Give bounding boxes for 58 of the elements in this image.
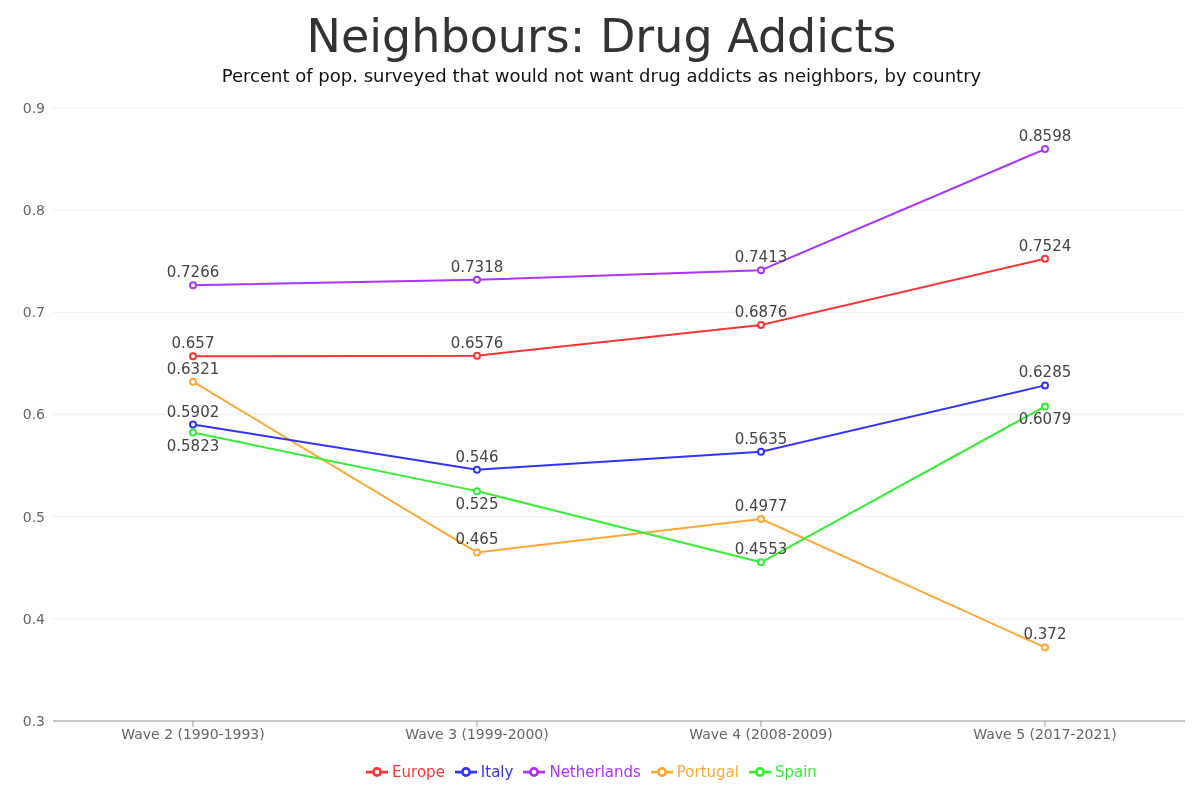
data-label: 0.546 (455, 447, 499, 466)
data-label: 0.4553 (734, 540, 788, 559)
legend-label: Portugal (676, 762, 739, 781)
data-label: 0.5902 (166, 402, 220, 421)
data-label: 0.5823 (166, 436, 220, 455)
x-tick-label: Wave 2 (1990-1993) (121, 725, 265, 742)
point (189, 352, 197, 361)
point (189, 377, 197, 386)
data-label: 0.6876 (734, 303, 788, 321)
legend-label: Netherlands (549, 762, 641, 781)
point (473, 548, 481, 557)
y-tick-label: 0.5 (22, 508, 45, 525)
point (473, 275, 481, 284)
x-tick-label: Wave 4 (2008-2009) (689, 725, 833, 742)
point (757, 266, 765, 275)
legend-label: Spain (774, 762, 817, 781)
point (189, 420, 197, 429)
point (757, 321, 765, 329)
data-label: 0.372 (1023, 625, 1067, 644)
point (473, 351, 481, 360)
y-tick-label: 0.3 (22, 712, 45, 729)
point (1041, 145, 1049, 154)
data-label: 0.465 (455, 530, 499, 549)
data-label: 0.7318 (450, 257, 504, 276)
point (473, 465, 481, 474)
data-label: 0.6321 (166, 359, 220, 378)
y-tick-label: 0.6 (22, 406, 46, 423)
point (1041, 643, 1049, 652)
data-label: 0.657 (171, 334, 215, 353)
data-label: 0.4977 (734, 497, 788, 516)
y-tick-label: 0.8 (22, 202, 45, 219)
x-tick-label: Wave 5 (2017-2021) (973, 725, 1117, 742)
point (757, 515, 765, 524)
data-label: 0.6285 (1018, 363, 1072, 382)
chart-title: Neighbours: Drug Addicts (305, 8, 898, 64)
legend-label: Europe (392, 762, 445, 781)
point (189, 428, 197, 437)
data-label: 0.7413 (734, 248, 788, 267)
legend-label: Italy (480, 762, 514, 781)
data-label: 0.6079 (1018, 410, 1072, 429)
y-tick-label: 0.4 (22, 610, 46, 627)
point (189, 281, 197, 290)
point (473, 487, 481, 496)
point (757, 447, 765, 456)
data-label: 0.5635 (734, 429, 788, 448)
y-tick-label: 0.9 (22, 99, 45, 116)
data-label: 0.6576 (450, 333, 504, 352)
point (1041, 381, 1049, 390)
point (1041, 254, 1049, 263)
chart-subtitle: Percent of pop. surveyed that would not want drug addicts as neighbors, by country (220, 64, 983, 88)
data-label: 0.525 (455, 495, 499, 514)
y-tick-label: 0.7 (22, 304, 45, 321)
data-label: 0.7524 (1018, 236, 1072, 255)
data-label: 0.8598 (1018, 127, 1072, 146)
point (757, 558, 765, 567)
x-tick-label: Wave 3 (1999-2000) (405, 725, 549, 742)
point (1041, 402, 1049, 411)
data-label: 0.7266 (166, 263, 220, 282)
